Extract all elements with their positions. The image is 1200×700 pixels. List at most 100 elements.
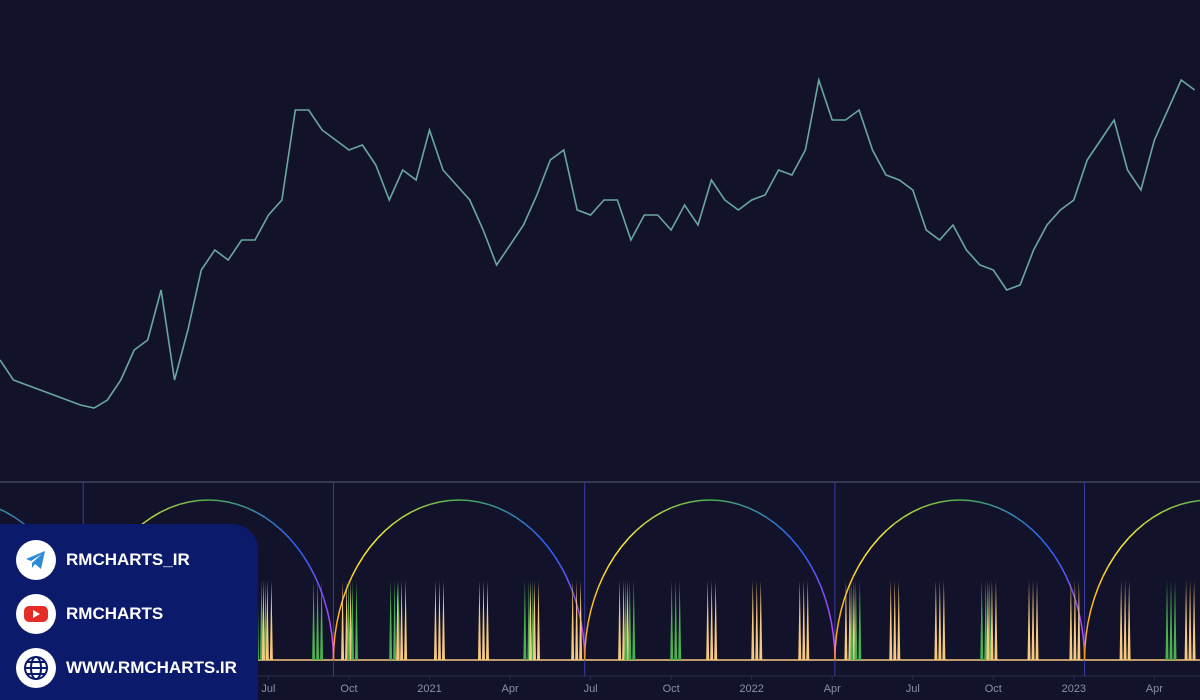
cycle-arc-segment xyxy=(815,576,822,588)
cycle-arc-segment xyxy=(797,546,806,557)
cycle-arc-segment xyxy=(590,598,595,611)
cycle-arc-segment xyxy=(308,565,316,577)
cycle-arc xyxy=(583,499,836,661)
cycle-arc-segment xyxy=(930,501,941,506)
cycle-arc-segment xyxy=(652,511,663,519)
cycle-arc-segment xyxy=(281,530,291,539)
cycle-arc-segment xyxy=(858,555,866,567)
cycle-arc-segment xyxy=(790,537,799,548)
cycle-arc-segment xyxy=(840,598,846,611)
signal-spike xyxy=(523,580,535,660)
cycle-arc-segment xyxy=(864,546,873,557)
cycle-arc-segment xyxy=(940,499,951,503)
telegram-row[interactable]: RMCHARTS_IR xyxy=(16,540,190,580)
cycle-arc-segment xyxy=(547,546,556,557)
cycle-arc-segment xyxy=(1082,634,1085,648)
signal-spike xyxy=(1069,580,1081,660)
signal-spike xyxy=(850,580,862,660)
cycle-arc-segment xyxy=(331,634,334,648)
cycle-arc-segment xyxy=(1127,530,1137,539)
cycle-arc-segment xyxy=(540,537,549,548)
signal-spike xyxy=(389,580,401,660)
signal-spike xyxy=(934,580,946,660)
cycle-arc-segment xyxy=(1015,516,1026,525)
signal-spike xyxy=(670,580,682,660)
cycle-arc-segment xyxy=(515,516,526,525)
x-tick-label: Jul xyxy=(261,683,275,695)
cycle-arc-segment xyxy=(584,634,587,648)
cycle-arc-segment xyxy=(288,537,298,548)
cycle-arc-segment xyxy=(661,507,672,513)
x-tick-label: Apr xyxy=(824,683,841,695)
cycle-arc-segment xyxy=(902,511,913,519)
cycle-arc-segment xyxy=(478,501,489,506)
cycle-arc-segment xyxy=(670,503,681,509)
website-label: WWW.RMCHARTS.IR xyxy=(66,658,237,677)
cycle-arc-segment xyxy=(237,503,248,509)
cycle-arc-segment xyxy=(506,511,517,519)
cycle-arc-segment xyxy=(401,511,412,519)
cycle-arc-segment xyxy=(188,499,199,503)
cycle-arc-segment xyxy=(843,587,850,600)
globe-icon xyxy=(16,648,56,688)
cycle-arc-segment xyxy=(410,507,421,513)
signal-spike xyxy=(571,580,583,660)
cycle-arc-segment xyxy=(680,501,691,506)
telegram-label: RMCHARTS_IR xyxy=(66,550,190,569)
x-tick-label: Jul xyxy=(906,683,920,695)
youtube-label: RMCHARTS xyxy=(66,604,164,623)
cycle-arc xyxy=(1083,499,1200,661)
price-line xyxy=(0,76,1196,409)
social-badge: RMCHARTS_IR RMCHARTS WWW.RMCHARTS.IR xyxy=(0,524,258,700)
x-tick-label: 2023 xyxy=(1062,683,1086,695)
cycle-arc-segment xyxy=(497,507,508,513)
youtube-row[interactable]: RMCHARTS xyxy=(16,594,163,634)
cycle-arc-segment xyxy=(1135,523,1145,532)
cycle-arc-segment xyxy=(774,523,784,532)
cycle-arc-segment xyxy=(246,507,257,513)
cycle-arc-segment xyxy=(757,511,767,519)
cycle-arc-segment xyxy=(979,501,990,506)
signal-spike xyxy=(889,580,901,660)
cycle-arc-segment xyxy=(334,622,338,636)
cycle-arc-segment xyxy=(356,555,365,567)
cycle-arc-segment xyxy=(302,555,311,567)
cycle-arc-segment xyxy=(5,511,16,519)
signal-spike xyxy=(986,580,998,660)
cycle-arc-segment xyxy=(1170,503,1181,509)
cycle-arc-segment xyxy=(870,537,880,548)
cycle-arc-segment xyxy=(1143,516,1154,525)
cycle-arc-segment xyxy=(804,555,812,567)
cycle-arc-segment xyxy=(369,537,379,548)
website-row[interactable]: WWW.RMCHARTS.IR xyxy=(16,648,237,688)
cycle-arc-segment xyxy=(488,503,499,509)
cycle-arc-segment xyxy=(614,546,622,557)
cycle-arc-segment xyxy=(738,503,749,509)
signal-spike xyxy=(980,580,992,660)
cycle-arc-segment xyxy=(1085,622,1089,636)
cycle-arc-segment xyxy=(14,516,24,525)
cycle-arc-segment xyxy=(635,523,645,532)
cycle-arc-segment xyxy=(218,499,229,503)
cycle-arc-segment xyxy=(429,501,440,506)
cycle-arc-segment xyxy=(643,516,654,525)
signal-spike xyxy=(844,580,856,660)
cycle-arc-segment xyxy=(1089,598,1095,611)
x-tick-label: Apr xyxy=(502,683,519,695)
cycle-arc-segment xyxy=(1080,622,1084,636)
cycle-arc-segment xyxy=(1032,530,1042,539)
cycle-arc-segment xyxy=(969,499,980,503)
cycle-arc-segment xyxy=(820,587,827,600)
cycle-arc-segment xyxy=(565,576,572,588)
cycle-arc-segment xyxy=(690,499,701,503)
cycle-arc-segment xyxy=(439,499,450,503)
cycle-arc-segment xyxy=(151,511,161,519)
cycle-arc-segment xyxy=(392,516,403,525)
cycle-arc-segment xyxy=(314,576,321,588)
signal-spike xyxy=(1184,580,1196,660)
signal-spike xyxy=(396,580,408,660)
signal-spike xyxy=(433,580,445,660)
cycle-arc-segment xyxy=(160,507,170,513)
cycle-arc-segment xyxy=(1065,576,1072,588)
cycle-arc-segment xyxy=(178,501,189,506)
